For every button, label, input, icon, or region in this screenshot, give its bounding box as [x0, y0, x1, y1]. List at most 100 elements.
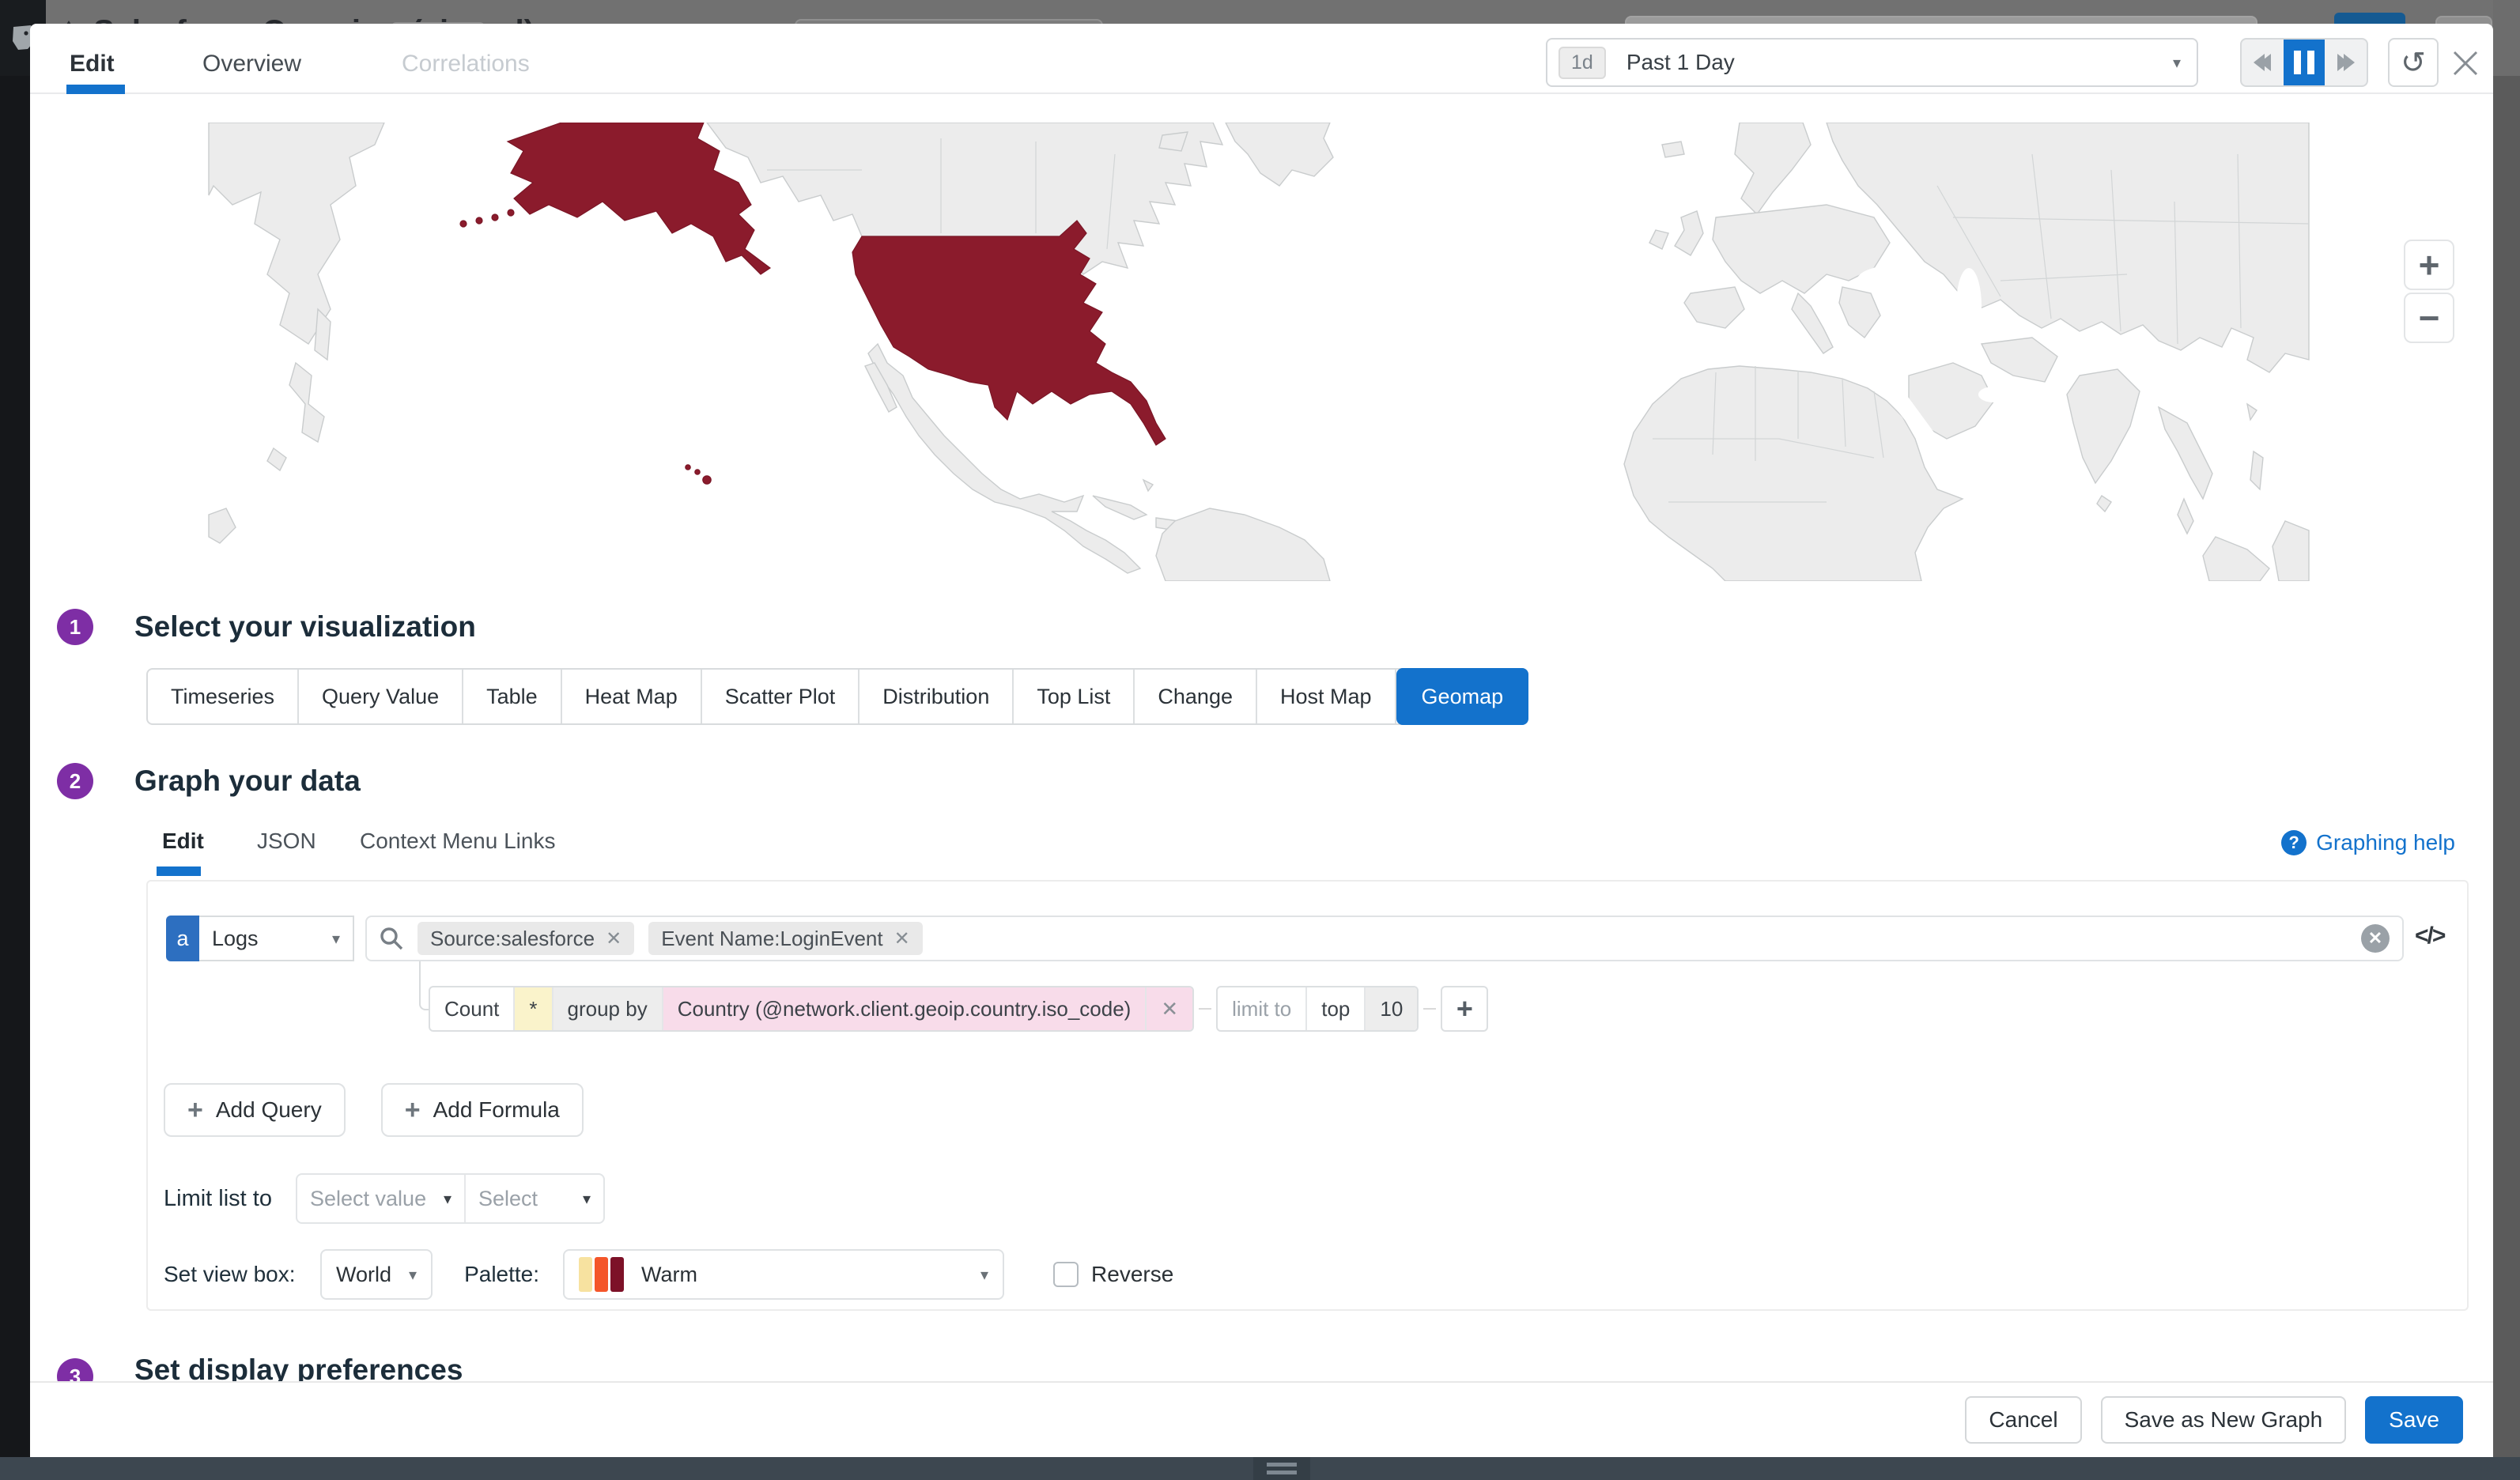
geomap-preview[interactable]: + −	[30, 123, 2493, 581]
step1-badge: 1	[57, 609, 93, 645]
view-box-select[interactable]: World ▾	[320, 1249, 433, 1300]
rewind-button[interactable]	[2242, 40, 2284, 85]
refresh-icon: ↺	[2401, 46, 2426, 80]
time-playback-controls	[2240, 38, 2368, 87]
add-formula-button[interactable]: + Add Formula	[380, 1083, 584, 1137]
save-as-new-graph-button[interactable]: Save as New Graph	[2100, 1396, 2347, 1444]
data-source-value: Logs	[212, 926, 259, 950]
editor-header: Edit Overview Correlations 1d Past 1 Day…	[30, 24, 2493, 94]
clear-search-button[interactable]: ✕	[2361, 924, 2390, 953]
viz-query-value-button[interactable]: Query Value	[299, 670, 464, 723]
add-formula-label: Add Formula	[433, 1097, 560, 1122]
graphing-help-link[interactable]: ? Graphing help	[2281, 830, 2455, 855]
aggregation-row: Count * group by Country (@network.clien…	[429, 986, 1489, 1032]
close-button[interactable]	[2448, 46, 2483, 81]
query-connector-line	[419, 961, 429, 1010]
refresh-button[interactable]: ↺	[2388, 38, 2439, 87]
viz-host-map-button[interactable]: Host Map	[1257, 670, 1396, 723]
viz-geomap-button[interactable]: Geomap	[1396, 668, 1529, 725]
add-aggregation-button[interactable]: +	[1441, 986, 1489, 1032]
query-letter-badge[interactable]: a	[166, 916, 199, 961]
limit-count-select[interactable]: 10	[1366, 987, 1418, 1030]
chevron-down-icon: ▾	[331, 930, 340, 948]
viz-change-button[interactable]: Change	[1135, 670, 1257, 723]
time-range-select[interactable]: 1d Past 1 Day ▾	[1546, 38, 2198, 87]
limit-metric-select[interactable]: Select ▾	[466, 1175, 603, 1222]
remove-icon: ✕	[1161, 996, 1179, 1021]
graph-tab-context-menu-links[interactable]: Context Menu Links	[360, 829, 556, 853]
viz-timeseries-button[interactable]: Timeseries	[148, 670, 300, 723]
remove-group-by-button[interactable]: ✕	[1147, 987, 1193, 1030]
viz-scatter-plot-button[interactable]: Scatter Plot	[702, 670, 860, 723]
datadog-dog-icon	[13, 25, 34, 50]
active-tab-underline	[66, 85, 125, 94]
limit-direction-select[interactable]: top	[1307, 987, 1366, 1030]
usa-shape	[459, 123, 1166, 485]
limit-to-label: limit to	[1218, 987, 1308, 1030]
minus-icon: −	[2418, 297, 2440, 338]
view-box-label: Set view box:	[164, 1262, 296, 1286]
aggregation-controls: Count * group by Country (@network.clien…	[429, 986, 1195, 1032]
widget-editor-modal: Edit Overview Correlations 1d Past 1 Day…	[30, 24, 2493, 1457]
reverse-checkbox[interactable]	[1053, 1262, 1079, 1287]
remove-tag-icon[interactable]: ✕	[894, 927, 910, 950]
chevron-down-icon: ▾	[2172, 54, 2181, 72]
connector-dash	[1423, 1008, 1437, 1010]
limit-list-selects: Select value ▾ Select ▾	[296, 1173, 605, 1224]
add-query-button[interactable]: + Add Query	[164, 1083, 346, 1137]
connector-dash	[1199, 1008, 1212, 1010]
group-by-value[interactable]: Country (@network.client.geoip.country.i…	[663, 987, 1147, 1030]
pause-icon	[2294, 51, 2314, 74]
view-options-row: Set view box: World ▾ Palette: Warm ▾ Re…	[164, 1249, 1173, 1300]
editor-footer: Cancel Save as New Graph Save	[30, 1381, 2493, 1457]
chevron-down-icon: ▾	[409, 1266, 417, 1284]
plus-icon: +	[404, 1094, 421, 1125]
tab-overview[interactable]: Overview	[202, 51, 302, 77]
plus-icon: +	[2418, 244, 2440, 285]
map-zoom-out-button[interactable]: −	[2404, 293, 2454, 343]
background-left-nav	[0, 76, 30, 1480]
close-icon	[2453, 51, 2478, 76]
tab-correlations: Correlations	[402, 51, 530, 77]
chevron-down-icon: ▾	[582, 1190, 591, 1208]
chevron-down-icon: ▾	[443, 1190, 451, 1208]
cancel-button[interactable]: Cancel	[1965, 1396, 2082, 1444]
filter-tag-label: Source:salesforce	[430, 926, 595, 950]
step2-badge: 2	[57, 763, 93, 799]
filter-tag-label: Event Name:LoginEvent	[661, 926, 883, 950]
group-by-label: group by	[553, 987, 663, 1030]
query-row: a Logs ▾	[166, 916, 354, 961]
viz-top-list-button[interactable]: Top List	[1014, 670, 1135, 723]
background-right-strip	[2493, 76, 2520, 1480]
limit-value-placeholder: Select value	[310, 1186, 427, 1210]
filter-tag[interactable]: Event Name:LoginEvent ✕	[648, 922, 923, 955]
chevron-down-icon: ▾	[980, 1266, 989, 1284]
graph-tab-edit[interactable]: Edit	[162, 829, 204, 853]
search-filter-input[interactable]: Source:salesforce ✕ Event Name:LoginEven…	[365, 916, 2404, 961]
filter-tag[interactable]: Source:salesforce ✕	[417, 922, 635, 955]
add-buttons-row: + Add Query + Add Formula	[164, 1083, 584, 1137]
limit-value-select[interactable]: Select value ▾	[297, 1175, 466, 1222]
palette-select[interactable]: Warm ▾	[563, 1249, 1005, 1300]
step1-title: Select your visualization	[134, 610, 476, 643]
graph-tab-json[interactable]: JSON	[257, 829, 316, 853]
viz-heat-map-button[interactable]: Heat Map	[562, 670, 702, 723]
tab-edit[interactable]: Edit	[70, 51, 115, 77]
palette-value: Warm	[641, 1262, 698, 1286]
map-zoom-in-button[interactable]: +	[2404, 240, 2454, 290]
save-button[interactable]: Save	[2365, 1396, 2463, 1444]
data-source-select[interactable]: Logs ▾	[199, 916, 354, 961]
pause-button[interactable]	[2283, 40, 2325, 85]
view-box-value: World	[336, 1262, 392, 1286]
add-query-label: Add Query	[215, 1097, 322, 1122]
limit-metric-placeholder: Select	[478, 1186, 538, 1210]
limit-controls: limit to top 10	[1216, 986, 1419, 1032]
remove-tag-icon[interactable]: ✕	[606, 927, 622, 950]
aggregation-function[interactable]: Count	[430, 987, 516, 1030]
aggregation-measure[interactable]: *	[515, 987, 553, 1030]
graphing-help-label: Graphing help	[2316, 830, 2455, 855]
viz-table-button[interactable]: Table	[463, 670, 562, 723]
viz-distribution-button[interactable]: Distribution	[860, 670, 1014, 723]
code-view-icon[interactable]: </>	[2415, 923, 2446, 949]
forward-button[interactable]	[2325, 40, 2367, 85]
